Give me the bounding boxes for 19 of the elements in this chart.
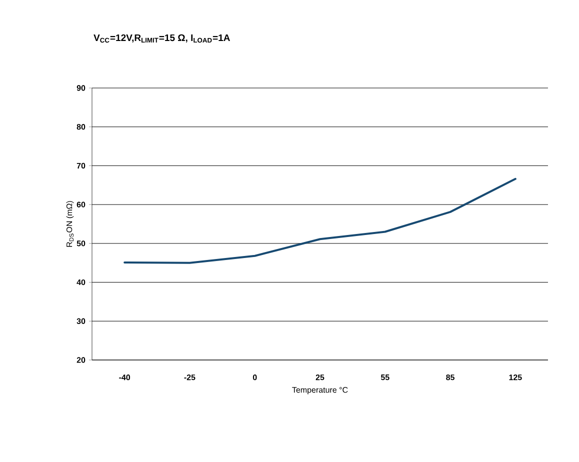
y-tick-label: 50 [76,240,86,246]
x-tick-label: 25 [316,374,324,380]
y-tick-label: 70 [76,162,86,169]
x-axis-title: Temperature °C [292,387,348,394]
y-tick-label: 40 [76,279,86,286]
y-axis-title: R$_{DS}$ON (mΩ) [66,201,74,247]
x-tick-label: -40 [119,374,130,380]
chart-title: V$_{CC}$=12V,R$_{LIMIT}$=15 Ω, I$_{LOAD}$=1A [94,34,230,43]
x-tick-label: 85 [446,374,454,380]
y-tick-label: 80 [76,124,86,130]
x-tick-label: 0 [252,374,257,380]
x-tick-label: -25 [184,374,196,380]
x-tick-label: 125 [509,374,522,380]
y-tick-label: 30 [76,318,86,324]
y-tick-label: 60 [76,202,86,208]
line-series [124,178,516,264]
y-tick-label: 90 [76,85,86,91]
x-tick-label: 55 [380,374,390,380]
y-tick-label: 20 [76,357,86,363]
